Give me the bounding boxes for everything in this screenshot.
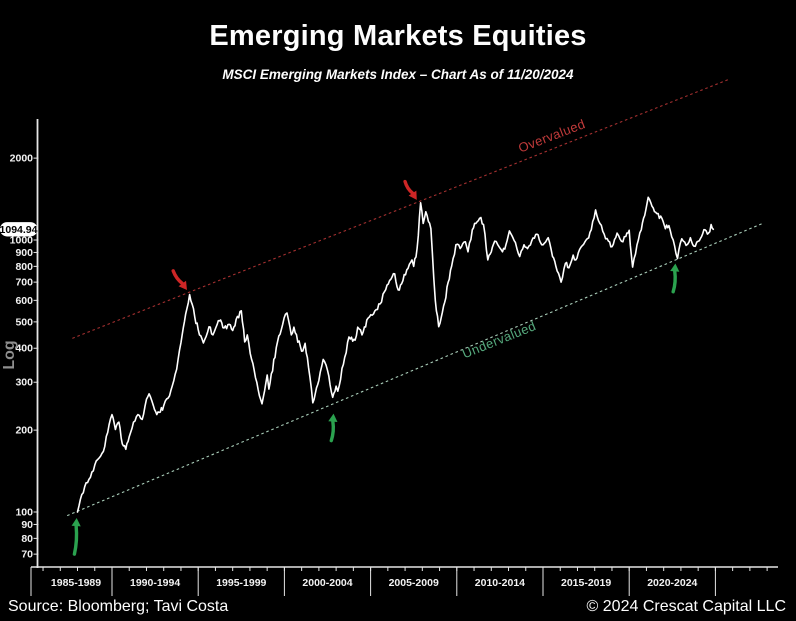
y-tick-label: 800 <box>15 261 33 273</box>
y-tick-label: 100 <box>15 507 33 519</box>
x-period-label: 2015-2019 <box>561 577 611 589</box>
page-subtitle: MSCI Emerging Markets Index – Chart As o… <box>222 67 574 82</box>
y-tick-label: 1000 <box>10 235 34 247</box>
copyright-notice: © 2024 Crescat Capital LLC <box>586 598 786 615</box>
y-tick-label: 500 <box>15 316 33 328</box>
undervalued-signal-arrow <box>328 413 338 422</box>
up-arrow-shaft <box>72 524 79 556</box>
y-tick-label: 80 <box>21 533 33 545</box>
y-tick-label: 400 <box>15 343 33 355</box>
footer: Source: Bloomberg; Tavi Costa © 2024 Cre… <box>0 595 796 621</box>
undervalued-label: Undervalued <box>460 318 538 361</box>
y-tick-label: 900 <box>15 247 33 259</box>
y-tick-label: 600 <box>15 295 33 307</box>
y-tick-label: 700 <box>15 277 33 289</box>
page-title: Emerging Markets Equities <box>209 20 587 52</box>
x-period-label: 2020-2024 <box>647 577 697 589</box>
current-price-label: 1094.94 <box>0 224 38 236</box>
y-tick-label: 300 <box>15 377 33 389</box>
x-period-label: 1990-1994 <box>130 577 180 589</box>
overvalued-signal-arrow <box>178 280 187 290</box>
y-tick-label: 70 <box>21 549 33 561</box>
down-arrow-shaft <box>171 269 185 286</box>
up-arrow-shaft <box>329 419 336 443</box>
undervalued-trendline <box>66 223 763 517</box>
source-attribution: Source: Bloomberg; Tavi Costa <box>8 598 229 615</box>
current-price-pill <box>0 222 38 237</box>
y-tick-label: 90 <box>21 519 33 531</box>
log-scale-label: Log <box>1 340 18 370</box>
overvalued-trendline <box>72 78 730 339</box>
x-period-label: 2005-2009 <box>389 577 439 589</box>
price-series-line <box>76 196 715 513</box>
y-tick-label: 2000 <box>10 153 34 165</box>
x-period-label: 1995-1999 <box>216 577 266 589</box>
x-period-label: 2000-2004 <box>302 577 352 589</box>
y-tick-label: 200 <box>15 425 33 437</box>
x-period-label: 1985-1989 <box>51 577 101 589</box>
x-period-label: 2010-2014 <box>475 577 525 589</box>
undervalued-signal-arrow <box>71 518 81 527</box>
down-arrow-shaft <box>403 179 415 195</box>
overvalued-signal-arrow <box>408 190 417 200</box>
up-arrow-shaft <box>671 269 677 294</box>
undervalued-signal-arrow <box>670 263 680 272</box>
